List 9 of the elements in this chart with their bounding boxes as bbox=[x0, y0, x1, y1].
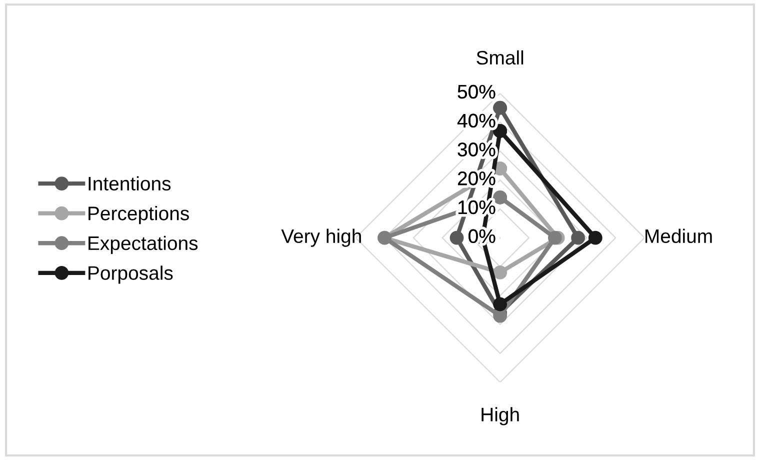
legend-label: Intentions bbox=[88, 176, 171, 191]
spoke-label: High bbox=[482, 407, 519, 426]
spoke-label: Small bbox=[476, 50, 524, 65]
y-tick-label: 50% bbox=[458, 84, 496, 99]
legend-label: Perceptions bbox=[88, 206, 189, 224]
spoke-label: Medium bbox=[646, 228, 712, 244]
spoke-label: Very high bbox=[281, 228, 361, 247]
legend-label: Expectations bbox=[88, 236, 198, 254]
legend-label: Porposals bbox=[88, 266, 173, 284]
